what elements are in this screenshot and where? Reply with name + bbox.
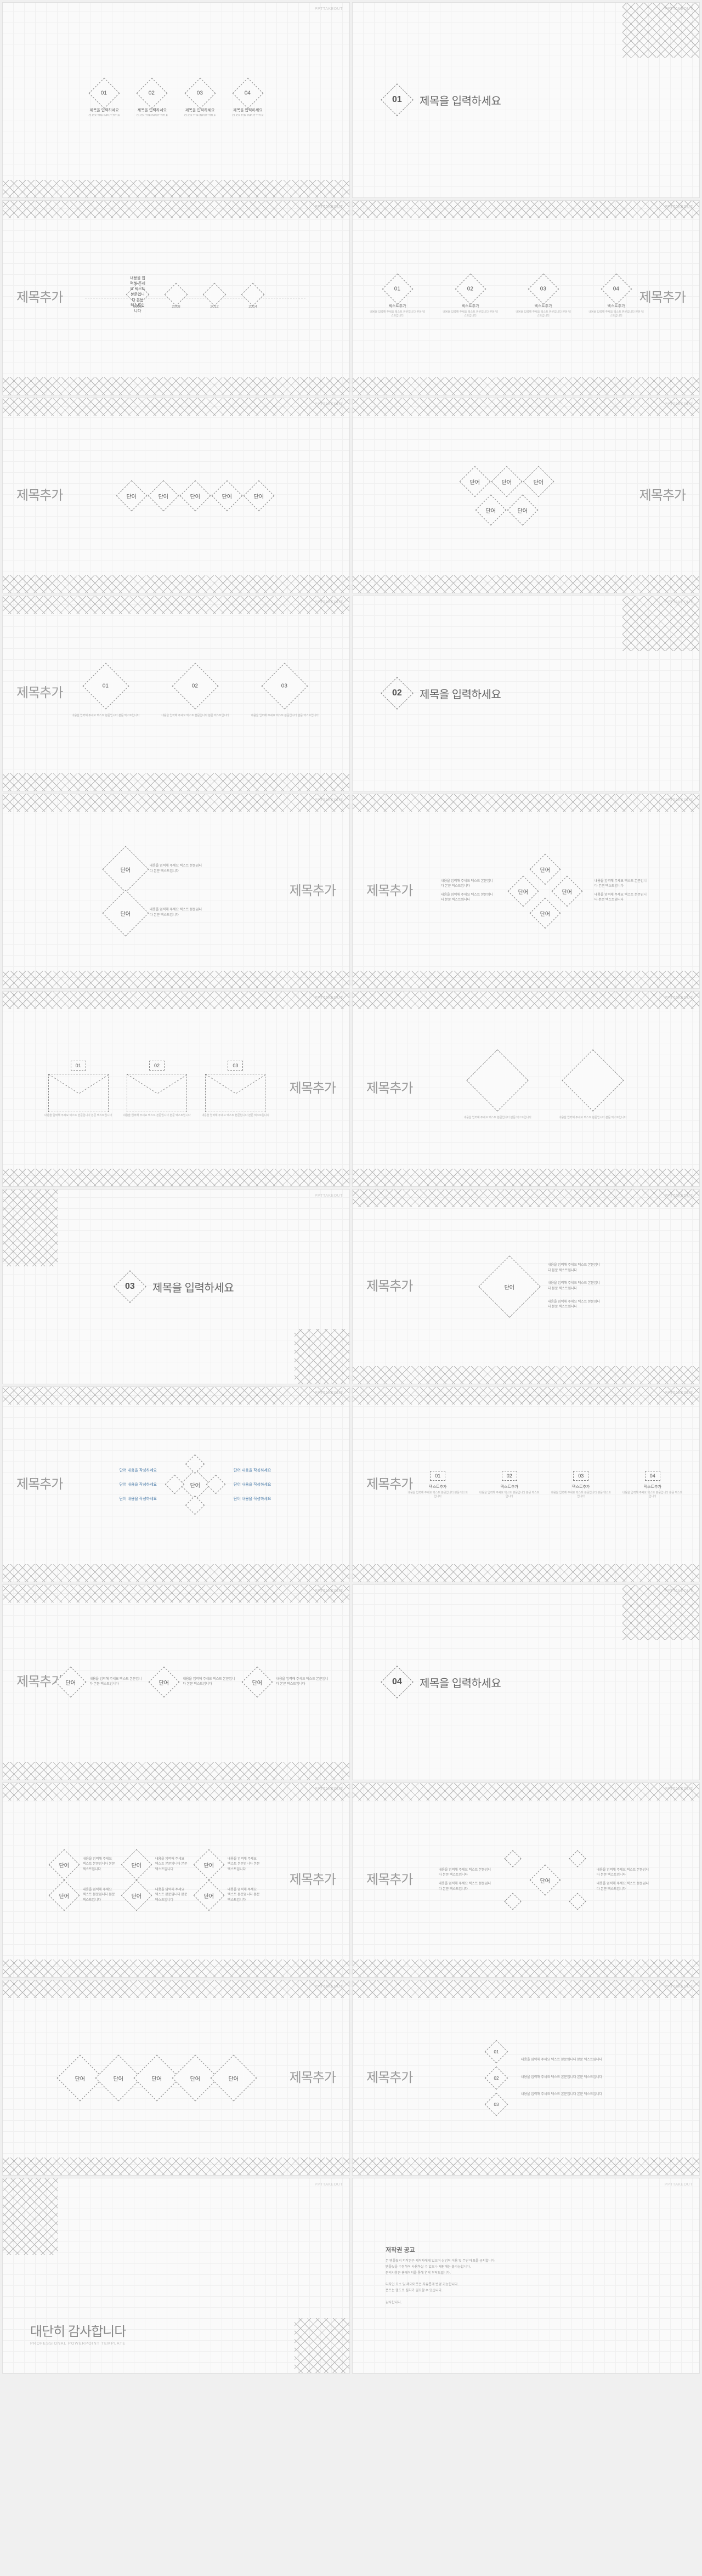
slide-grid: PPTTAKEOUT 01 제목을 입력하세요 CLICK THE INPUT … [0, 0, 702, 2376]
slide-content: 01텍스트추가내용을 입력해 주세요 텍스트 본문입니다 본문 텍스트입니다 0… [353, 201, 699, 395]
slide-blue-text-cluster: PPTTAKEOUT 제목추가 단어 내용을 작성하세요 단어 내용을 작성하세… [2, 1386, 350, 1582]
slide-content: 01 제목을 입력하세요 [353, 3, 699, 197]
slide-four-diamonds-text: PPTTAKEOUT 제목추가 01텍스트추가내용을 입력해 주세요 텍스트 본… [352, 200, 700, 396]
slide-content: 단어 단어 단어 단어 단어 [3, 1980, 349, 2175]
item-sub: CLICK THE INPUT TITLE [89, 114, 120, 117]
diamond-04: 04 [233, 78, 264, 109]
diamond-row: 01텍스트추가내용을 입력해 주세요 텍스트 본문입니다 본문 텍스트입니다 0… [369, 278, 644, 318]
slide-content: 01내용을 입력해 주세요 텍스트 본문입니다 본문 텍스트입니다 02내용을 … [3, 992, 349, 1186]
diamond-row: 01 제목을 입력하세요 CLICK THE INPUT TITLE 02 제목… [89, 82, 264, 117]
slide-cluster-text: PPTTAKEOUT 제목추가 내용을 입력해 주세요 텍스트 본문입니다 본문… [352, 794, 700, 989]
timeline-item: 내용을 입력해 주세요 텍스트 본문입니다 본문 텍스트입니다2006 [129, 286, 146, 309]
slide-copyright: PPTTAKEOUT 저작권 공고 본 템플릿의 저작권은 제작자에게 있으며 … [352, 2178, 700, 2374]
slide-content: 단어내용을 입력해 주세요 텍스트 본문입니다 본문 텍스트입니다 단어내용을 … [3, 1783, 349, 1978]
intro-item-2: 02 제목을 입력하세요 CLICK THE INPUT TITLE [137, 82, 168, 117]
section-number-box: 01 [381, 84, 413, 116]
item-sub: CLICK THE INPUT TITLE [137, 114, 168, 117]
slide-intro-diamonds: PPTTAKEOUT 01 제목을 입력하세요 CLICK THE INPUT … [2, 2, 350, 198]
diamond-01: 01 [89, 78, 120, 109]
slide-content: 03제목을 입력하세요 [3, 1190, 349, 1384]
intro-item-1: 01 제목을 입력하세요 CLICK THE INPUT TITLE [89, 82, 120, 117]
timeline-item: 2012 [206, 286, 223, 309]
slide-content: 내용을 입력해 주세요 텍스트 본문입니다 본문 텍스트입니다2006 2008… [3, 201, 349, 395]
slide-content: 01텍스트추가내용을 입력해 주세요 텍스트 본문입니다 본문 텍스트입니다 0… [353, 1387, 699, 1582]
slide-section-03: PPTTAKEOUT 03제목을 입력하세요 [2, 1189, 350, 1385]
slide-grid-diamonds: PPTTAKEOUT 제목추가 단어내용을 입력해 주세요 텍스트 본문입니다 … [2, 1782, 350, 1978]
slide-content: 01 02 03 내용을 입력해 주세요 텍스트 본문입니다 본문 텍스트입니다… [353, 1980, 699, 2175]
slide-content: 내용을 입력해 주세요 텍스트 본문입니다 본문 텍스트입니다내용을 입력해 주… [353, 794, 699, 989]
section-header: 01 제목을 입력하세요 [386, 88, 501, 111]
slide-content: 단어 내용을 입력해 주세요 텍스트 본문입니다 본문 텍스트입니다 단어 내용… [3, 1585, 349, 1780]
slide-content: 단어 내용을 작성하세요 단어 내용을 작성하세요 단어 내용을 작성하세요 단… [3, 1387, 349, 1582]
intro-item-4: 04 제목을 입력하세요 CLICK THE INPUT TITLE [232, 82, 263, 117]
slide-section-04: PPTTAKEOUT 04제목을 입력하세요 [352, 1584, 700, 1780]
slide-envelope-boxes: PPTTAKEOUT 제목추가 01내용을 입력해 주세요 텍스트 본문입니다 … [2, 991, 350, 1187]
slide-content: 단어 단어 단어 단어 단어 [3, 398, 349, 593]
slide-five-diamonds-row: PPTTAKEOUT 제목추가 단어 단어 단어 단어 단어 [2, 1980, 350, 2176]
slide-content: 단어내용을 입력해 주세요 텍스트 본문입니다 본문 텍스트입니다 단어내용을 … [3, 794, 349, 989]
slide-connected-diamonds: PPTTAKEOUT 제목추가 단어 단어 단어 단어 단어 [2, 398, 350, 593]
thanks-title: 대단히 감사합니다 [30, 2320, 126, 2340]
slide-three-boxes: PPTTAKEOUT 제목추가 01내용을 입력해 주세요 텍스트 본문입니다 … [2, 596, 350, 791]
slide-single-diamond-text: PPTTAKEOUT 제목추가 단어 내용을 입력해 주세요 텍스트 본문입니다… [352, 1189, 700, 1385]
copyright-body: 본 템플릿의 저작권은 제작자에게 있으며 상업적 이용 및 무단 배포를 금지… [386, 2258, 496, 2306]
slide-two-big-diamonds: PPTTAKEOUT 제목추가 내용을 입력해 주세요 텍스트 본문입니다 본문… [352, 991, 700, 1187]
slide-section-02: PPTTAKEOUT 02제목을 입력하세요 [352, 596, 700, 791]
slide-section-01: PPTTAKEOUT 01 제목을 입력하세요 [352, 2, 700, 198]
diamond-03: 03 [184, 78, 216, 109]
diamond-02: 02 [137, 78, 168, 109]
intro-item-3: 03 제목을 입력하세요 CLICK THE INPUT TITLE [184, 82, 216, 117]
slide-timeline: PPTTAKEOUT 제목추가 내용을 입력해 주세요 텍스트 본문입니다 본문… [2, 200, 350, 396]
slide-content: 01내용을 입력해 주세요 텍스트 본문입니다 본문 텍스트입니다 02내용을 … [3, 596, 349, 791]
thanks-subtitle: PROFESSIONAL POWERPOINT TEMPLATE [30, 2342, 126, 2346]
slide-thanks: PPTTAKEOUT 대단히 감사합니다 PROFESSIONAL POWERP… [2, 2178, 350, 2374]
slide-content: 내용을 입력해 주세요 텍스트 본문입니다 본문 텍스트입니다 내용을 입력해 … [353, 992, 699, 1186]
timeline: 내용을 입력해 주세요 텍스트 본문입니다 본문 텍스트입니다2006 2008… [58, 286, 333, 309]
slide-content: 단어 내용을 입력해 주세요 텍스트 본문입니다 본문 텍스트입니다 내용을 입… [353, 1190, 699, 1384]
slide-content: 01 제목을 입력하세요 CLICK THE INPUT TITLE 02 제목… [3, 3, 349, 197]
slide-alt-diamond-text: PPTTAKEOUT 제목추가 단어 내용을 입력해 주세요 텍스트 본문입니다… [2, 1584, 350, 1780]
slide-content: 내용을 입력해 주세요 텍스트 본문입니다 본문 텍스트입니다내용을 입력해 주… [353, 1783, 699, 1978]
slide-two-diamond-text: PPTTAKEOUT 제목추가 단어내용을 입력해 주세요 텍스트 본문입니다 … [2, 794, 350, 989]
slide-four-num-columns: PPTTAKEOUT 제목추가 01텍스트추가내용을 입력해 주세요 텍스트 본… [352, 1386, 700, 1582]
item-sub: CLICK THE INPUT TITLE [232, 114, 263, 117]
timeline-item: 2014 [245, 286, 261, 309]
slide-three-plus-two: PPTTAKEOUT 제목추가 단어단어단어 단어단어 [352, 398, 700, 593]
timeline-item: 2008 [168, 286, 184, 309]
slide-content: 대단히 감사합니다 PROFESSIONAL POWERPOINT TEMPLA… [3, 2178, 349, 2373]
section-title: 제목을 입력하세요 [420, 92, 501, 108]
slide-center-cluster: PPTTAKEOUT 제목추가 내용을 입력해 주세요 텍스트 본문입니다 본문… [352, 1782, 700, 1978]
slide-content: 04제목을 입력하세요 [353, 1585, 699, 1780]
diamond-chain: 단어 단어 단어 단어 단어 [121, 485, 270, 507]
copyright-title: 저작권 공고 [386, 2245, 415, 2254]
slide-content: 저작권 공고 본 템플릿의 저작권은 제작자에게 있으며 상업적 이용 및 무단… [353, 2178, 699, 2373]
slide-content: 단어단어단어 단어단어 [353, 398, 699, 593]
slide-vertical-numbered: PPTTAKEOUT 제목추가 01 02 03 내용을 입력해 주세요 텍스트… [352, 1980, 700, 2176]
slide-content: 02제목을 입력하세요 [353, 596, 699, 791]
item-sub: CLICK THE INPUT TITLE [184, 114, 216, 117]
